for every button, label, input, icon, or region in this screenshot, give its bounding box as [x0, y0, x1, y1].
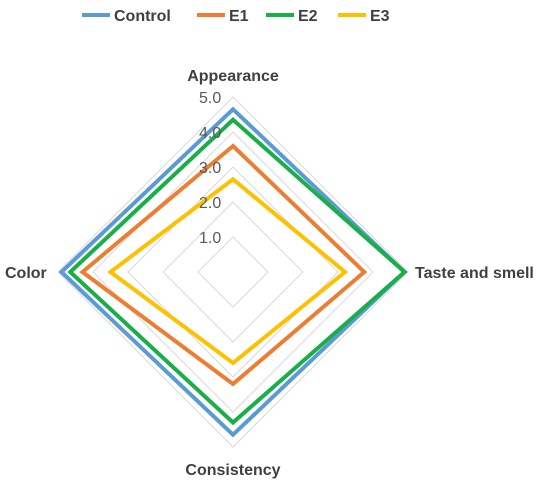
axis-label-consistency: Consistency: [185, 462, 280, 479]
axis-labels: Appearance Taste and smell Consistency Colo…: [5, 68, 534, 479]
legend: Control E1 E2 E3: [82, 8, 390, 25]
axis-label-color: Color: [5, 265, 47, 282]
grid-ring-1: [197, 236, 269, 308]
series-e1-line: [79, 143, 368, 387]
tick-label-3: 3.0: [199, 160, 221, 177]
tick-labels: 1.0 2.0 3.0 4.0 5.0: [199, 90, 221, 247]
series-control-line: [58, 106, 408, 438]
axis-label-appearance: Appearance: [187, 68, 279, 85]
series-group: [58, 106, 408, 438]
series-e3-line: [107, 176, 349, 366]
grid-ring-3: [127, 166, 339, 378]
tick-label-2: 2.0: [199, 195, 221, 212]
grid-ring-5: [57, 96, 409, 448]
tick-label-4: 4.0: [199, 125, 221, 142]
tick-label-5: 5.0: [199, 90, 221, 107]
legend-label-e2: E2: [298, 8, 318, 25]
legend-label-control: Control: [114, 8, 171, 25]
axis-label-taste-and-smell: Taste and smell: [415, 265, 534, 282]
legend-label-e1: E1: [229, 8, 249, 25]
grid-ring-4: [92, 131, 374, 413]
series-e2-line: [67, 117, 408, 426]
legend-label-e3: E3: [370, 8, 390, 25]
grid-ring-2: [162, 201, 304, 343]
tick-label-1: 1.0: [199, 230, 221, 247]
